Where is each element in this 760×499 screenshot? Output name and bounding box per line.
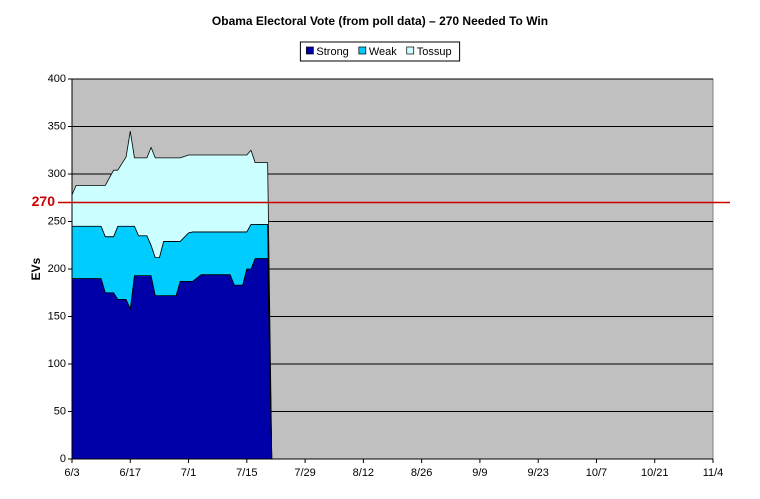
legend-swatch [306,46,314,55]
legend-label: Tossup [417,46,452,58]
y-tick-label: 400 [48,73,66,85]
y-tick-label: 150 [48,310,66,322]
legend: Strong Weak Tossup [299,41,461,62]
x-tick-label: 8/12 [353,467,374,479]
legend-label: Weak [369,46,397,58]
legend-label: Strong [316,46,348,58]
y-tick-label: 350 [48,120,66,132]
y-tick-label: 50 [54,405,66,417]
y-tick-label: 250 [48,215,66,227]
legend-swatch [358,46,367,55]
x-tick-label: 6/17 [120,467,141,479]
x-tick-label: 9/23 [527,467,548,479]
chart-title: Obama Electoral Vote (from poll data) – … [212,14,548,28]
x-tick-label: 9/9 [472,467,487,479]
legend-box [299,41,461,62]
y-axis-title: EVs [29,257,43,280]
x-tick-label: 11/4 [703,467,724,479]
y-tick-label: 200 [48,263,66,275]
y-tick-label: 100 [48,358,66,370]
x-tick-label: 6/3 [64,467,79,479]
x-tick-label: 7/15 [236,467,257,479]
x-tick-label: 10/7 [586,467,607,479]
y-tick-label: 0 [60,453,66,465]
x-tick-label: 7/29 [294,467,315,479]
reference-label: 270 [32,193,56,209]
x-tick-label: 10/21 [641,467,669,479]
x-tick-label: 7/1 [181,467,196,479]
x-tick-label: 8/26 [411,467,432,479]
area [71,130,273,460]
legend-swatch [406,46,415,55]
y-tick-label: 300 [48,168,66,180]
